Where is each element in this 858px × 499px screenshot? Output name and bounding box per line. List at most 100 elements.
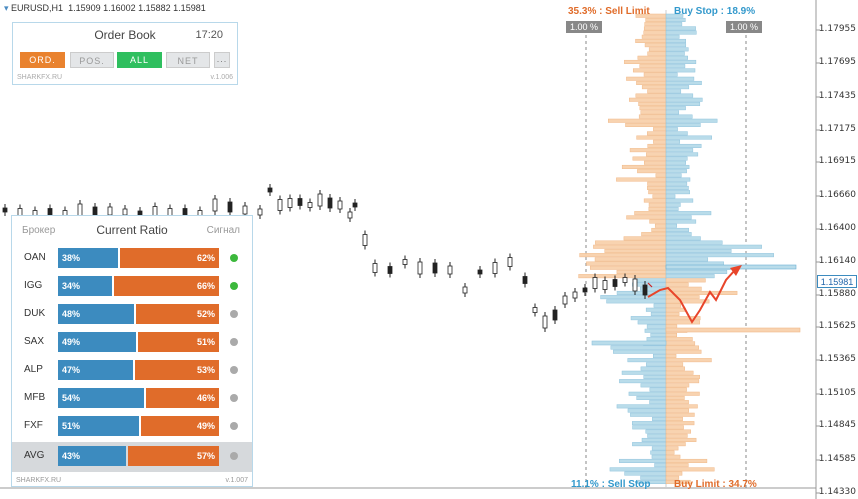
book-bar-left <box>643 374 667 379</box>
price-axis-label: 1.16660 <box>818 190 856 200</box>
candle-body <box>402 259 408 265</box>
book-bar-left <box>643 198 667 203</box>
book-bar-left <box>632 156 667 161</box>
book-bar-right <box>665 173 682 178</box>
book-bar-right <box>665 475 680 480</box>
book-bar-right <box>665 295 700 300</box>
candle-body <box>432 262 438 274</box>
book-bar-left <box>643 72 667 77</box>
book-bar-left <box>649 219 667 224</box>
candle-body <box>572 291 578 299</box>
book-bar-right <box>665 362 684 367</box>
buy-stop-label: Buy Stop : 18.9% <box>674 6 756 17</box>
book-bar-left <box>621 164 667 169</box>
pos-button[interactable]: POS. <box>70 52 114 68</box>
book-bar-right <box>665 122 701 127</box>
book-bar-right <box>665 387 687 392</box>
candle-body <box>562 295 568 305</box>
book-bar-left <box>643 26 667 31</box>
book-bar-left <box>629 97 667 102</box>
book-bar-right <box>665 391 700 396</box>
more-button[interactable]: ... <box>214 52 230 68</box>
book-bar-right <box>665 311 680 316</box>
net-button[interactable]: NET <box>166 52 210 68</box>
book-bar-right <box>665 30 697 35</box>
sell-ratio-bar: 57% <box>128 446 219 466</box>
book-bar-right <box>665 181 688 186</box>
left-percent-tag: 1.00 % <box>566 21 603 33</box>
book-bar-highlight <box>665 327 801 333</box>
book-bar-left <box>636 395 667 400</box>
buy-ratio-bar: 48% <box>58 304 134 324</box>
candle-body <box>582 287 588 293</box>
book-bar-right <box>665 299 710 304</box>
book-bar-right <box>665 114 693 119</box>
order-book-brand: SHARKFX.RU <box>17 74 63 81</box>
book-bar-right <box>665 164 690 169</box>
current-ratio-brand: SHARKFX.RU <box>16 477 62 484</box>
book-bar-right <box>665 148 694 153</box>
book-bar-right <box>665 59 697 64</box>
order-book-title: Order Book <box>94 28 156 42</box>
price-axis-label: 1.14585 <box>818 454 856 464</box>
book-bar-left <box>640 110 667 115</box>
price-axis-label: 1.15880 <box>818 289 856 299</box>
book-bar-left <box>636 80 667 85</box>
book-bar-right <box>665 13 684 18</box>
book-bar-left <box>635 93 667 98</box>
book-bar-left <box>627 358 667 363</box>
candle-body <box>542 315 548 329</box>
chart-symbol: EURUSD,H1 <box>11 3 64 13</box>
book-bar-left <box>593 244 667 249</box>
book-bar-right <box>665 160 686 165</box>
book-bar-left <box>644 43 667 48</box>
buy-ratio-bar: 54% <box>58 388 144 408</box>
book-bar-left <box>610 345 667 350</box>
buy-ratio-bar: 34% <box>58 276 112 296</box>
book-bar-right <box>665 269 728 274</box>
signal-column-label: Сигнал <box>206 225 240 236</box>
book-bar-left <box>578 274 667 279</box>
book-bar-left <box>579 253 667 258</box>
book-bar-left <box>654 223 667 228</box>
book-bar-right <box>665 64 686 69</box>
book-bar-left <box>651 454 667 459</box>
book-bar-left <box>634 211 667 216</box>
ord-button[interactable]: ORD. <box>20 52 65 68</box>
price-axis-label: 1.17955 <box>818 24 856 34</box>
book-bar-right <box>665 152 699 157</box>
book-bar-left <box>636 135 667 140</box>
book-bar-right <box>665 404 698 409</box>
book-bar-right <box>665 416 683 421</box>
candle-body <box>212 198 218 212</box>
candle-body <box>372 263 378 273</box>
broker-column-label: Брокер <box>22 225 56 236</box>
book-bar-left <box>647 433 667 438</box>
price-axis-label: 1.14845 <box>818 420 856 430</box>
book-bar-right <box>665 101 701 106</box>
book-bar-left <box>637 320 667 325</box>
book-bar-left <box>653 127 667 132</box>
candle-body <box>2 207 8 213</box>
price-axis-label: 1.16915 <box>818 156 856 166</box>
book-bar-right <box>665 38 686 43</box>
ratio-row-fxf: FXF 51% 49% <box>12 414 252 438</box>
book-bar-right <box>665 185 689 190</box>
book-bar-left <box>616 404 667 409</box>
price-axis-label: 1.14330 <box>818 487 856 497</box>
book-bar-right <box>665 76 695 81</box>
book-bar-left <box>650 450 667 455</box>
all-button[interactable]: ALL <box>117 52 162 68</box>
book-bar-right <box>665 236 701 241</box>
candle-body <box>352 202 358 208</box>
ratio-row-igg: IGG 34% 66% <box>12 274 252 298</box>
book-bar-left <box>647 181 667 186</box>
book-bar-left <box>644 328 667 333</box>
book-bar-left <box>646 337 667 342</box>
book-bar-left <box>586 261 667 266</box>
book-bar-right <box>665 156 688 161</box>
signal-dot <box>230 366 238 374</box>
candle-body <box>632 278 638 292</box>
book-bar-right <box>665 463 689 468</box>
